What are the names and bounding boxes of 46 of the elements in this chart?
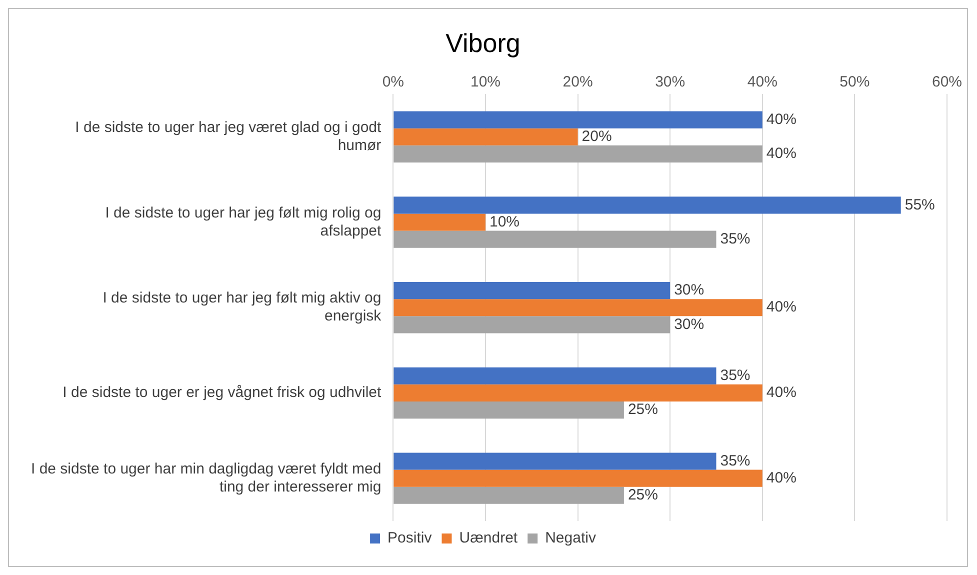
bar: [394, 299, 762, 316]
bar: [394, 401, 624, 419]
x-tick-label: 20%: [562, 73, 593, 90]
legend-label: Uændret: [459, 530, 518, 547]
data-label: 35%: [720, 452, 750, 470]
bar: [394, 316, 670, 334]
data-label: 25%: [628, 401, 658, 418]
data-label: 40%: [766, 110, 796, 128]
bar: [394, 452, 716, 470]
bar: [394, 486, 624, 504]
bar: [394, 367, 716, 384]
data-label: 30%: [674, 282, 704, 299]
x-tick-label: 30%: [655, 73, 686, 90]
bar: [394, 230, 716, 248]
bar: [394, 111, 762, 128]
bar: [394, 384, 762, 402]
data-label: 40%: [766, 384, 796, 402]
y-tick-label: I de sidste to uger har min dagligdag været fyldt med ting der interesserer mig: [31, 460, 382, 496]
x-tick-label: 60%: [932, 73, 962, 90]
bar: [394, 128, 578, 146]
y-tick-label: I de sidste to uger har jeg været glad og i godt humør: [75, 119, 382, 154]
legend-label: Positiv: [388, 530, 432, 547]
data-label: 55%: [904, 196, 935, 214]
data-label: 35%: [720, 367, 750, 384]
data-label: 30%: [674, 316, 704, 333]
x-tick-label: 50%: [840, 73, 870, 90]
data-label: 40%: [766, 469, 796, 486]
y-tick-label: I de sidste to uger har jeg følt mig rolig og afslappet: [105, 204, 382, 240]
data-label: 10%: [489, 213, 520, 230]
x-tick-label: 10%: [470, 73, 501, 90]
x-tick-label: 40%: [747, 73, 778, 90]
data-label: 35%: [720, 230, 750, 248]
x-tick-label: 0%: [382, 73, 404, 90]
bar: [394, 282, 670, 300]
data-label: 40%: [766, 145, 796, 162]
data-label: 20%: [582, 128, 612, 146]
legend-label: Negativ: [545, 530, 596, 547]
chart-title: Viborg: [446, 28, 520, 58]
bar: [394, 470, 762, 487]
bar: [394, 145, 762, 162]
y-tick-label: I de sidste to uger er jeg vågnet frisk og udhvilet: [62, 384, 382, 402]
y-tick-label: I de sidste to uger har jeg følt mig aktiv og energisk: [102, 290, 382, 325]
bar: [394, 196, 901, 214]
data-label: 25%: [628, 486, 658, 504]
bar: [394, 214, 486, 231]
data-label: 40%: [766, 298, 796, 316]
